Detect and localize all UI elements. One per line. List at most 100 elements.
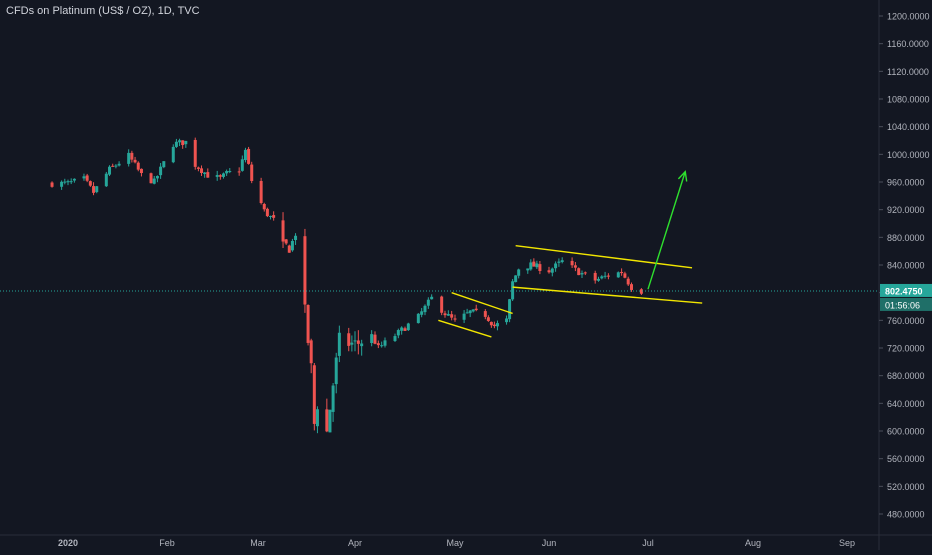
y-tick-label: 600.0000 xyxy=(887,427,925,437)
candle-down xyxy=(92,186,96,193)
x-tick-label: Jun xyxy=(542,538,557,548)
candle-up xyxy=(511,281,515,300)
candle-up xyxy=(430,296,434,300)
candle-up xyxy=(423,305,427,313)
y-tick-label: 760.0000 xyxy=(887,316,925,326)
candle-down xyxy=(403,328,407,331)
x-tick-label: May xyxy=(446,538,464,548)
candle-up xyxy=(505,318,509,323)
candle-down xyxy=(237,171,241,173)
candle-down xyxy=(136,162,140,170)
y-tick-label: 880.0000 xyxy=(887,233,925,243)
candle-up xyxy=(468,310,472,314)
candle-down xyxy=(538,264,542,271)
y-tick-label: 1040.0000 xyxy=(887,122,930,132)
y-tick-label: 1120.0000 xyxy=(887,67,929,77)
candle-down xyxy=(133,159,137,163)
candle-down xyxy=(474,308,478,311)
candle-down xyxy=(453,318,457,320)
candle-up xyxy=(550,268,554,273)
candle-down xyxy=(193,139,197,167)
candle-up xyxy=(104,173,108,187)
candle-up xyxy=(334,357,338,385)
candle-up xyxy=(269,215,273,217)
breakout-arrow[interactable] xyxy=(647,171,686,290)
candle-up xyxy=(243,149,247,161)
candle-down xyxy=(356,340,360,344)
candle-down xyxy=(573,265,577,268)
candle-down xyxy=(130,152,134,160)
y-tick-label: 480.0000 xyxy=(887,510,925,520)
flag-upper-line[interactable] xyxy=(451,292,513,315)
x-tick-label: Jul xyxy=(642,538,654,548)
y-tick-label: 680.0000 xyxy=(887,371,925,381)
candle-down xyxy=(440,296,444,313)
candle-up xyxy=(72,178,76,181)
breakout-arrow-head xyxy=(677,170,688,182)
candle-down xyxy=(259,180,263,204)
lower-channel-line[interactable] xyxy=(512,286,703,304)
candle-down xyxy=(623,273,627,278)
flag-lower-line[interactable] xyxy=(438,319,492,338)
candle-up xyxy=(221,173,225,177)
candle-down xyxy=(50,182,54,187)
candle-up xyxy=(495,323,499,327)
upper-channel-line[interactable] xyxy=(515,244,693,269)
candle-up xyxy=(117,163,121,166)
candle-up xyxy=(360,343,364,347)
candle-up xyxy=(337,332,341,356)
candle-down xyxy=(196,167,200,169)
candle-down xyxy=(206,172,210,178)
candle-down xyxy=(630,284,633,290)
candle-up xyxy=(393,336,397,341)
candle-up xyxy=(465,312,469,314)
candle-up xyxy=(66,181,70,183)
candle-up xyxy=(155,175,159,179)
candle-down xyxy=(218,175,222,177)
candle-up xyxy=(396,330,400,336)
y-tick-label: 920.0000 xyxy=(887,205,925,215)
candle-down xyxy=(593,272,597,281)
candle-down xyxy=(620,272,624,274)
candle-up xyxy=(152,178,156,184)
candle-up xyxy=(331,385,335,412)
candle-up xyxy=(616,272,620,278)
candle-up xyxy=(228,171,232,173)
y-tick-label: 840.0000 xyxy=(887,261,925,271)
candle-up xyxy=(514,275,518,283)
candle-up xyxy=(517,269,521,276)
candle-down xyxy=(265,208,269,217)
candle-up xyxy=(416,313,420,324)
x-tick-label: Feb xyxy=(159,538,175,548)
y-tick-label: 1080.0000 xyxy=(887,95,930,105)
candle-up xyxy=(63,181,67,183)
candle-down xyxy=(376,343,380,346)
candle-down xyxy=(486,317,490,321)
y-tick-label: 560.0000 xyxy=(887,454,925,464)
candle-down xyxy=(287,245,291,253)
chart-title: CFDs on Platinum (US$ / OZ), 1D, TVC xyxy=(6,5,200,17)
candle-up xyxy=(603,275,607,277)
candle-up xyxy=(184,140,188,145)
last-price-badge xyxy=(880,283,932,297)
candle-up xyxy=(159,166,163,176)
candle-down xyxy=(149,173,153,184)
candle-down xyxy=(570,260,574,266)
candle-down xyxy=(181,140,185,146)
candle-up xyxy=(535,263,539,268)
candle-up xyxy=(471,309,475,312)
candle-down xyxy=(139,168,143,174)
y-tick-label: 520.0000 xyxy=(887,482,925,492)
candle-up xyxy=(597,278,600,281)
candle-up xyxy=(420,311,424,315)
y-tick-label: 1000.0000 xyxy=(887,150,930,160)
candle-down xyxy=(250,164,254,181)
candle-down xyxy=(347,333,351,346)
candle-down xyxy=(450,314,454,318)
candle-up xyxy=(114,165,118,167)
candle-down xyxy=(306,304,310,343)
candle-up xyxy=(162,161,166,168)
y-tick-label: 960.0000 xyxy=(887,178,925,188)
candle-up xyxy=(108,166,112,175)
